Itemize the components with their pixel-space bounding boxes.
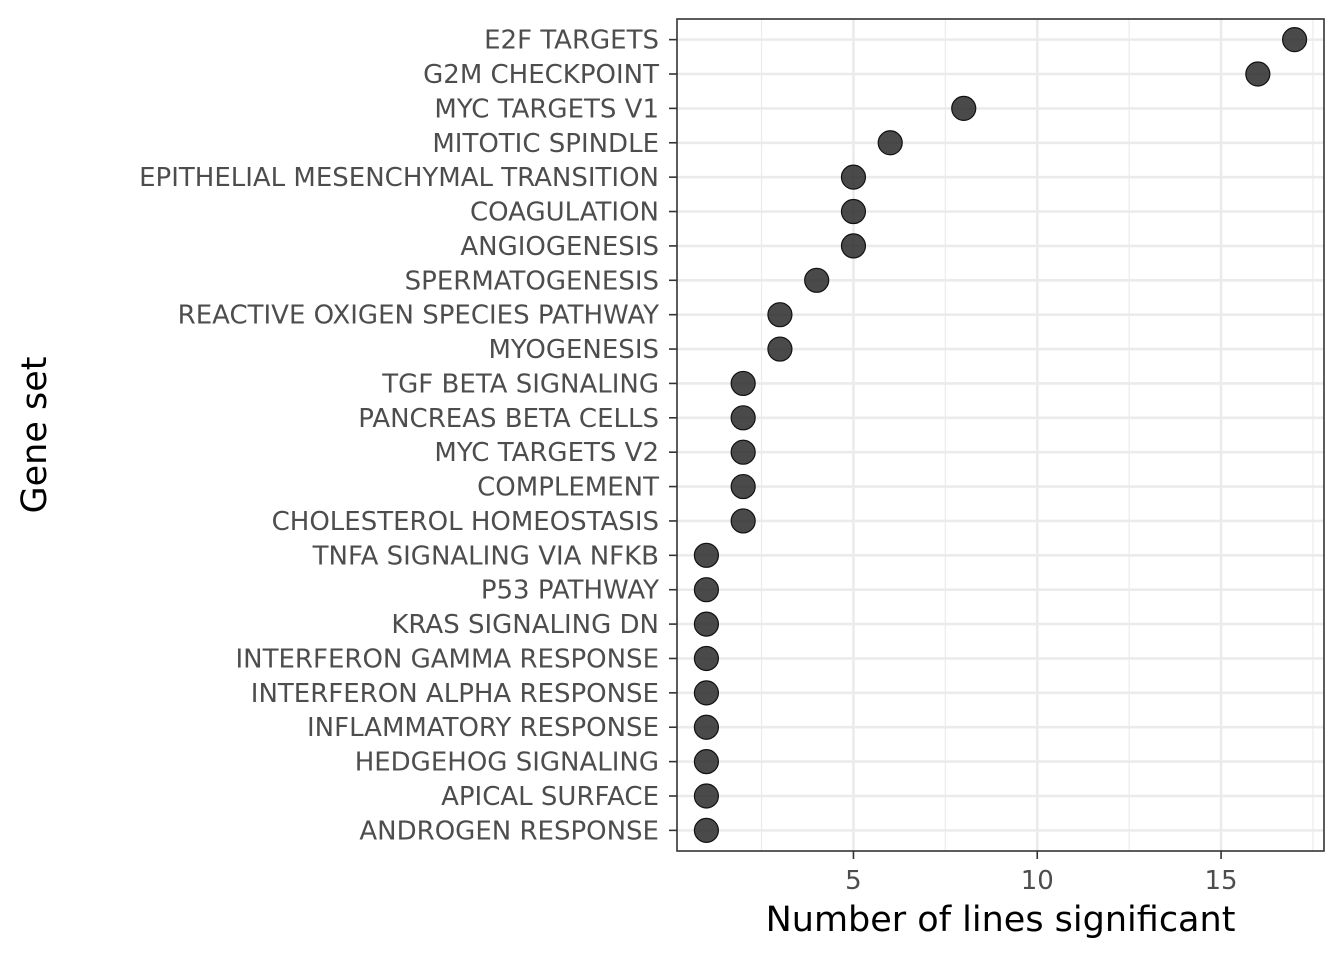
data-points bbox=[693, 27, 1308, 843]
y-tick-label: EPITHELIAL MESENCHYMAL TRANSITION bbox=[139, 163, 659, 193]
data-point bbox=[840, 233, 867, 259]
data-point bbox=[693, 611, 720, 637]
major-gridlines bbox=[677, 19, 1324, 851]
y-tick-label: P53 PATHWAY bbox=[481, 576, 659, 606]
data-point bbox=[693, 783, 720, 809]
y-tick-label: G2M CHECKPOINT bbox=[423, 60, 659, 90]
y-tick-label: MYC TARGETS V1 bbox=[434, 94, 659, 124]
data-point bbox=[693, 645, 720, 672]
y-tick-label: INTERFERON GAMMA RESPONSE bbox=[236, 644, 660, 674]
data-point bbox=[730, 405, 756, 431]
minor-gridlines bbox=[760, 19, 1314, 851]
data-point bbox=[1281, 27, 1308, 53]
y-tick-label: ANDROGEN RESPONSE bbox=[359, 816, 659, 846]
plot-panel-border bbox=[676, 18, 1325, 852]
data-point bbox=[840, 198, 867, 225]
y-tick-label: REACTIVE OXIGEN SPECIES PATHWAY bbox=[178, 301, 659, 331]
y-tick-label: ANGIOGENESIS bbox=[460, 232, 659, 262]
y-tick-label: INFLAMMATORY RESPONSE bbox=[307, 713, 659, 743]
data-point bbox=[767, 302, 793, 328]
y-tick-label: TGF BETA SIGNALING bbox=[381, 369, 659, 399]
y-tick-label: MYC TARGETS V2 bbox=[434, 438, 659, 468]
data-point bbox=[693, 542, 720, 568]
y-axis-title: Gene set bbox=[15, 357, 55, 514]
data-point bbox=[951, 95, 977, 121]
x-axis-ticks: 5 10 15 bbox=[845, 851, 1238, 896]
y-tick-label: E2F TARGETS bbox=[484, 26, 659, 56]
data-point bbox=[730, 370, 756, 397]
y-tick-label: INTERFERON ALPHA RESPONSE bbox=[251, 679, 659, 709]
data-point bbox=[693, 577, 720, 603]
y-tick-label: MYOGENESIS bbox=[489, 335, 660, 365]
y-tick-label: TNFA SIGNALING VIA NFKB bbox=[312, 541, 659, 571]
data-point bbox=[1245, 61, 1271, 87]
y-tick-label: PANCREAS BETA CELLS bbox=[358, 404, 659, 434]
data-point bbox=[840, 164, 867, 190]
data-point bbox=[693, 749, 720, 775]
y-tick-label: CHOLESTEROL HOMEOSTASIS bbox=[272, 507, 659, 537]
y-tick-label: APICAL SURFACE bbox=[441, 782, 659, 812]
data-point bbox=[693, 817, 720, 843]
x-tick-label: 10 bbox=[1021, 866, 1054, 896]
x-tick-label: 15 bbox=[1205, 866, 1238, 896]
data-point bbox=[730, 473, 756, 500]
data-point bbox=[693, 714, 720, 740]
y-tick-label: COAGULATION bbox=[470, 198, 659, 228]
y-tick-label: HEDGEHOG SIGNALING bbox=[355, 748, 659, 778]
y-tick-label: SPERMATOGENESIS bbox=[405, 266, 659, 296]
y-axis-ticks: E2F TARGETS G2M CHECKPOINT MYC TARGETS V1 M… bbox=[139, 26, 677, 846]
data-point bbox=[693, 680, 720, 706]
data-point bbox=[730, 439, 756, 465]
x-tick-label: 5 bbox=[845, 866, 862, 896]
data-point bbox=[767, 336, 793, 362]
data-point bbox=[877, 130, 903, 156]
y-tick-label: KRAS SIGNALING DN bbox=[391, 610, 659, 640]
data-point bbox=[730, 508, 756, 534]
y-tick-label: MITOTIC SPINDLE bbox=[432, 129, 659, 159]
x-axis-title: Number of lines significant bbox=[766, 900, 1236, 940]
y-tick-label: COMPLEMENT bbox=[477, 473, 659, 503]
data-point bbox=[804, 267, 830, 293]
